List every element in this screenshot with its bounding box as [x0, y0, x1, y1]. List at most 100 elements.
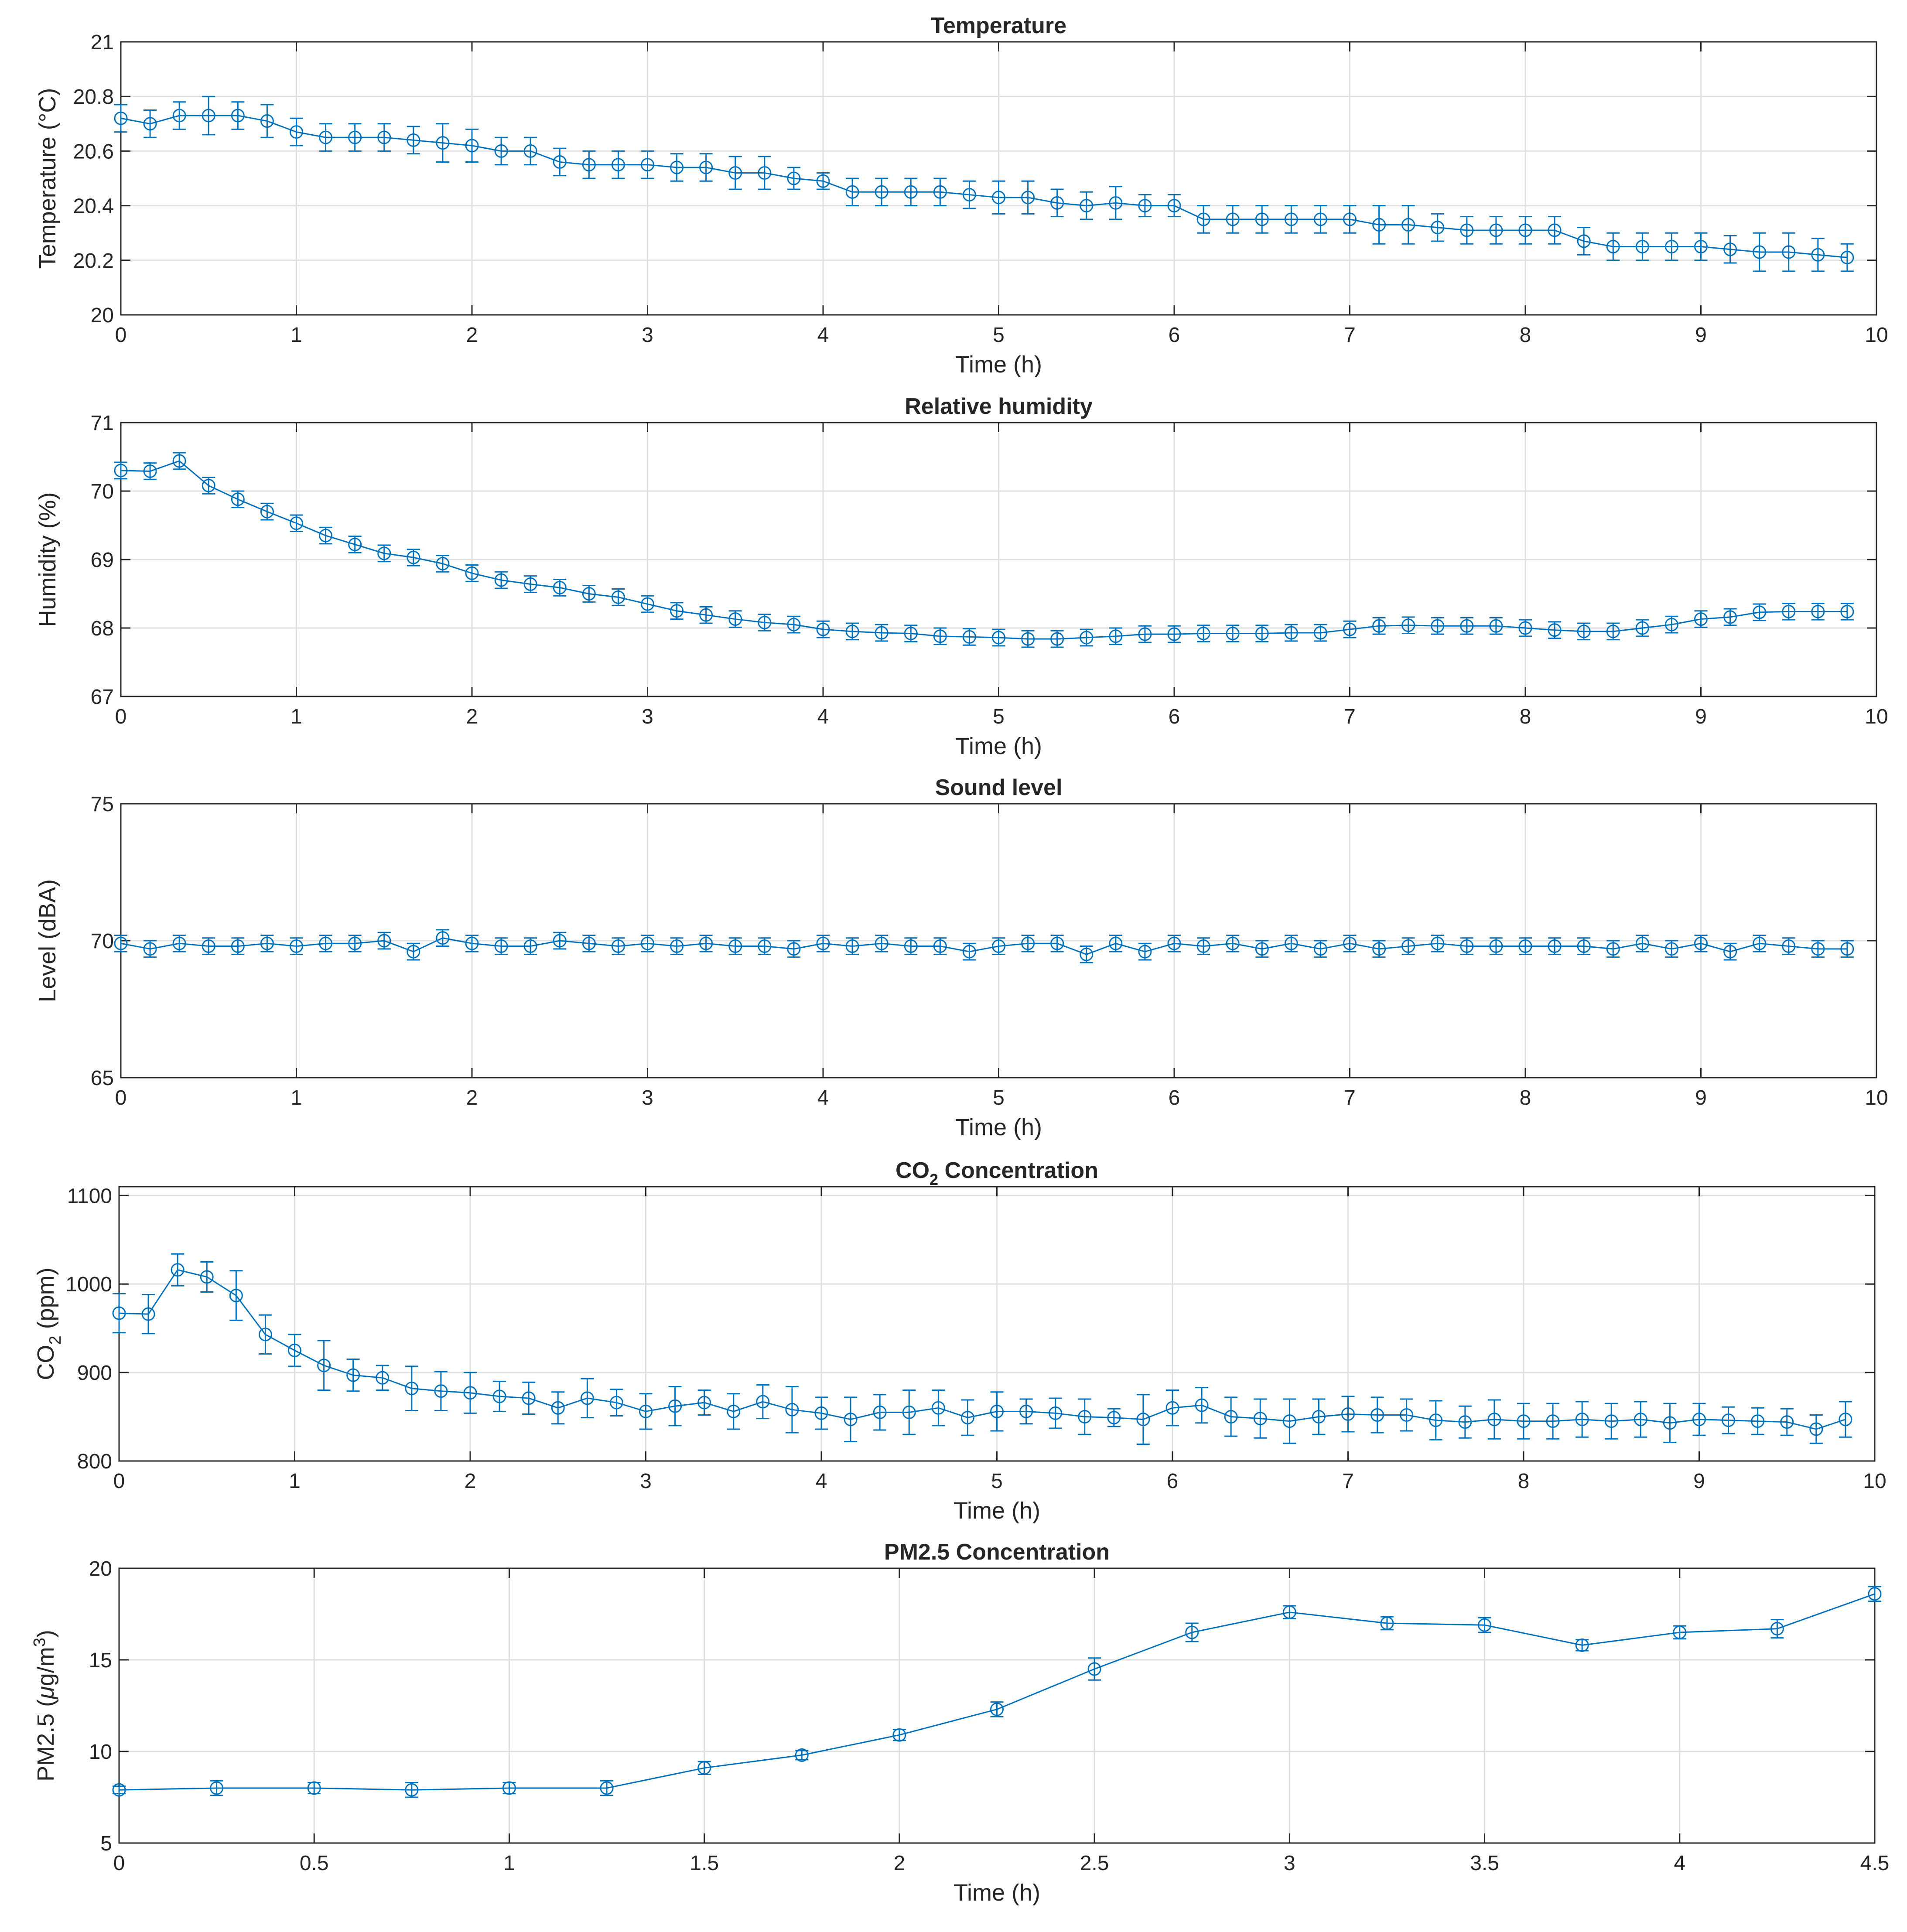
series-line: [119, 1269, 1846, 1430]
data-point: [1049, 1406, 1063, 1420]
data-point: [348, 537, 362, 551]
ticks: 0 1 2 3 4 5 6 7 8 9 10 65 70 75: [91, 793, 1888, 1109]
data-point: [699, 608, 713, 622]
data-point: [1478, 1618, 1492, 1632]
data-point: [202, 478, 215, 492]
y-tick-label: 20: [89, 1557, 112, 1580]
data-point: [436, 931, 450, 945]
data-point: [1517, 1414, 1531, 1428]
x-tick-label: 2: [466, 324, 478, 347]
data-point: [1811, 604, 1825, 618]
x-tick-label: 1: [290, 1086, 302, 1109]
data-point: [992, 191, 1005, 205]
data-point: [523, 939, 537, 953]
data-point: [523, 144, 537, 158]
y-tick-label: 20: [91, 304, 114, 327]
x-tick-label: 10: [1865, 705, 1888, 728]
data-point: [990, 1702, 1004, 1716]
data-point: [317, 1359, 331, 1372]
x-tick-label: 9: [1693, 1470, 1705, 1493]
ticks: 0 1 2 3 4 5 6 7 8 9 10 20 20.2 20.4 20.6 20.8 21: [73, 31, 1888, 347]
data-point: [785, 1403, 799, 1417]
data-point: [1809, 1422, 1823, 1436]
data-point: [377, 130, 391, 144]
data-point: [670, 604, 684, 618]
data-point: [670, 160, 684, 174]
x-tick-label: 1: [289, 1470, 301, 1493]
data-point: [1723, 945, 1737, 959]
data-point: [1460, 223, 1474, 237]
x-tick-label: 2: [466, 705, 478, 728]
y-axis-label-text: Level (dBA): [34, 879, 61, 1002]
y-tick-label: 15: [89, 1649, 112, 1672]
data-point: [1400, 1408, 1414, 1422]
data-point: [434, 1384, 448, 1398]
x-tick-label: 5: [993, 1086, 1005, 1109]
y-tick-label: 70: [91, 480, 114, 503]
x-tick-label: 1: [290, 705, 302, 728]
x-tick-label: 6: [1167, 1470, 1179, 1493]
data-point: [553, 580, 567, 594]
data-point: [933, 629, 947, 643]
data-point: [1780, 1415, 1794, 1429]
data-point: [465, 936, 479, 950]
data-point: [1253, 1412, 1267, 1426]
data-point: [962, 188, 976, 202]
data-point: [1019, 1404, 1033, 1418]
x-tick-label: 4: [1674, 1852, 1685, 1875]
data-point: [1429, 1413, 1443, 1427]
y-tick-label: 69: [91, 549, 114, 572]
series-pm2-5: [112, 1586, 1882, 1798]
data-point: [931, 1401, 945, 1415]
data-point: [962, 630, 976, 644]
data-point: [114, 936, 128, 950]
data-point: [1489, 223, 1503, 237]
data-point: [609, 1396, 623, 1410]
x-tick-label: 2: [894, 1852, 906, 1875]
x-tick-label: 5: [991, 1470, 1003, 1493]
y-axis-label-mu: μ: [33, 1686, 59, 1700]
data-point: [143, 942, 157, 956]
data-point: [960, 1411, 974, 1425]
y-axis-label-superscript: 3: [31, 1638, 49, 1647]
data-point: [758, 615, 772, 629]
x-tick-label: 3.5: [1470, 1852, 1499, 1875]
data-point: [172, 109, 186, 123]
data-point: [1458, 1415, 1472, 1429]
data-point: [1284, 212, 1298, 226]
data-point: [904, 939, 918, 953]
x-tick-label: 4: [817, 1086, 829, 1109]
y-tick-label: 65: [91, 1067, 114, 1090]
x-tick-label: 0: [115, 1086, 127, 1109]
gridlines: [119, 1568, 1875, 1843]
data-point: [172, 454, 186, 468]
data-point: [290, 125, 303, 139]
y-tick-label: 20.4: [73, 195, 114, 218]
data-point: [172, 936, 186, 950]
chart-title-text: Sound level: [935, 775, 1063, 800]
data-point: [1078, 1410, 1092, 1424]
chart-title-text: PM2.5 Concentration: [884, 1539, 1110, 1565]
data-point: [611, 939, 625, 953]
data-point: [727, 1404, 741, 1418]
x-tick-label: 0: [113, 1470, 125, 1493]
data-point: [348, 936, 362, 950]
y-tick-label: 20.8: [73, 85, 114, 109]
data-point: [1577, 625, 1591, 638]
data-point: [319, 130, 333, 144]
data-point: [1107, 1411, 1121, 1425]
data-point: [231, 492, 245, 506]
data-point: [1165, 1401, 1179, 1415]
data-point: [1548, 939, 1562, 953]
x-tick-label: 10: [1863, 1470, 1886, 1493]
series-line: [120, 115, 1848, 259]
data-point: [1577, 939, 1591, 953]
data-point: [1370, 1408, 1384, 1422]
data-point: [1255, 942, 1269, 956]
data-point: [699, 936, 713, 950]
gridlines: [121, 42, 1876, 315]
data-point: [1313, 942, 1327, 956]
x-tick-label: 2.5: [1080, 1852, 1109, 1875]
